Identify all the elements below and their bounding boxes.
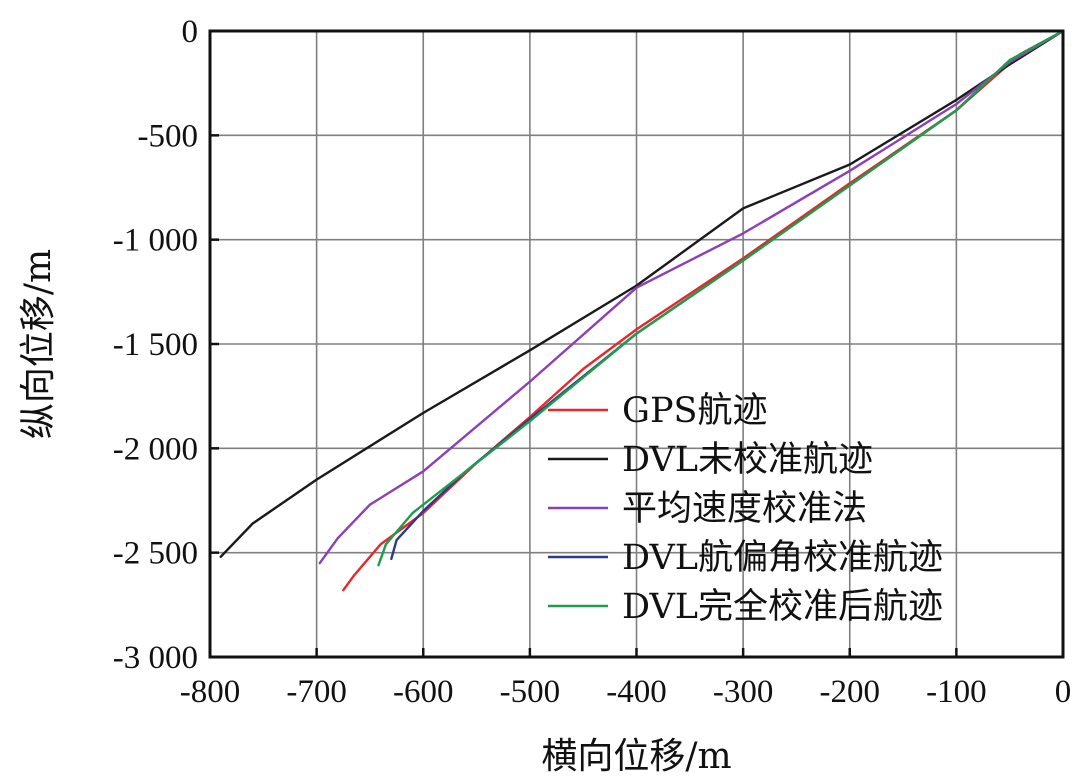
series-line-2 [219, 29, 1065, 558]
x-tick-label: -500 [500, 674, 561, 710]
y-tick-label: -1 500 [113, 327, 198, 363]
x-axis-title: 横向位移/m [541, 736, 731, 777]
y-tick-label: -3 000 [113, 640, 198, 676]
x-tick-label: -800 [180, 674, 241, 710]
legend-label: GPS航迹 [622, 391, 768, 431]
grid-lines [210, 31, 1063, 657]
y-axis-tick-labels: 0 -500 -1 000 -1 500 -2 000 -2 500 -3 000 [113, 14, 198, 676]
axis-ticks [208, 29, 1065, 659]
x-tick-label: -400 [606, 674, 667, 710]
y-tick-label: -2 000 [113, 431, 198, 467]
x-axis-tick-labels: -800 -700 -600 -500 -400 -300 -200 -100 0 [180, 674, 1072, 710]
y-tick-label: 0 [182, 14, 199, 50]
legend-label: 平均速度校准法 [622, 489, 867, 529]
series-line-3 [318, 29, 1065, 565]
y-tick-label: -500 [138, 118, 199, 154]
series-lines [219, 29, 1065, 592]
x-tick-label: -300 [713, 674, 774, 710]
legend-label: DVL完全校准后航迹 [622, 587, 943, 627]
y-tick-label: -2 500 [113, 536, 198, 572]
legend-label: DVL航偏角校准航迹 [622, 538, 943, 578]
x-tick-label: -100 [926, 674, 987, 710]
y-tick-label: -1 000 [113, 223, 198, 259]
y-axis-title: 纵向位移/m [18, 249, 59, 439]
x-tick-label: -200 [820, 674, 881, 710]
series-line-5 [377, 29, 1065, 567]
x-tick-label: 0 [1055, 674, 1072, 710]
x-tick-label: -700 [286, 674, 347, 710]
x-tick-label: -600 [393, 674, 454, 710]
legend-label: DVL未校准航迹 [622, 440, 873, 480]
